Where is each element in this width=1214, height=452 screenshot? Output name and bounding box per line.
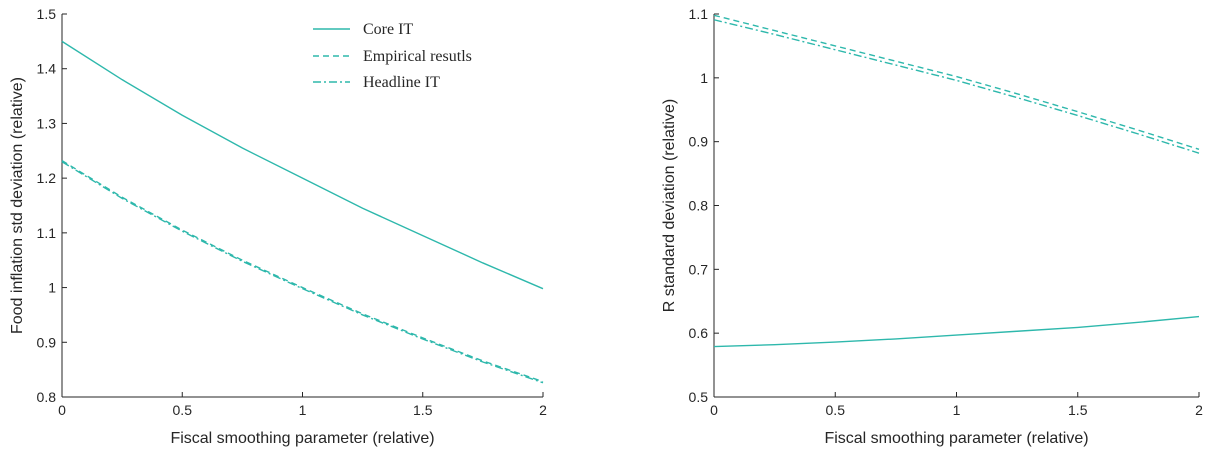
right-y-tick-label: 1.1 — [689, 6, 709, 22]
left-x-tick-label: 0 — [58, 402, 66, 418]
left-x-tick-label: 2 — [539, 402, 547, 418]
left-y-tick-label: 1.3 — [37, 115, 57, 131]
left-y-tick-label: 1 — [48, 280, 56, 296]
left-series-core-it — [61, 40, 544, 290]
left-chart: 0 0.5 1 1.5 2 0.8 0.9 1 1.1 1.2 1.3 1.4 1.5 Fiscal sm… — [9, 6, 547, 447]
right-x-tick-label: 1.5 — [1068, 402, 1088, 418]
left-y-tick-label: 1.4 — [37, 61, 57, 77]
right-y-tick-label: 0.5 — [689, 389, 709, 405]
left-x-tick-label: 1 — [299, 402, 307, 418]
left-y-axis-label: Food inflation std deviation (relative) — [9, 77, 26, 334]
right-series-core-it — [713, 315, 1200, 348]
legend: Core IT Empirical resutls Headline IT — [313, 21, 472, 91]
right-y-tick-label: 1 — [700, 70, 708, 86]
left-y-tick-label: 1.5 — [37, 6, 57, 22]
left-series-headline-it — [61, 161, 544, 384]
right-x-tick-label: 2 — [1195, 402, 1203, 418]
right-series-empirical-resutls — [713, 14, 1200, 150]
left-y-tick-label: 0.9 — [37, 334, 57, 350]
left-x-axis-label: Fiscal smoothing parameter (relative) — [170, 430, 434, 447]
right-x-axis-label: Fiscal smoothing parameter (relative) — [824, 430, 1088, 447]
legend-entry-label: Core IT — [363, 21, 413, 38]
legend-entry-label: Empirical resutls — [363, 48, 472, 65]
left-y-tick-label: 1.2 — [37, 170, 57, 186]
left-y-tick-label: 1.1 — [37, 225, 57, 241]
right-series-headline-it — [713, 19, 1200, 154]
right-x-tick-label: 0 — [710, 402, 718, 418]
left-x-tick-label: 1.5 — [413, 402, 433, 418]
right-x-tick-label: 0.5 — [826, 402, 846, 418]
right-y-tick-label: 0.6 — [689, 325, 709, 341]
right-y-tick-label: 0.9 — [689, 134, 709, 150]
right-y-tick-label: 0.7 — [689, 261, 709, 277]
right-y-axis-label: R standard deviation (relative) — [661, 99, 678, 312]
left-series-empirical-resutls — [61, 160, 544, 383]
right-x-tick-label: 1 — [953, 402, 961, 418]
left-x-tick-label: 0.5 — [173, 402, 193, 418]
legend-entry-label: Headline IT — [363, 74, 440, 91]
right-y-tick-label: 0.8 — [689, 198, 709, 214]
left-y-tick-label: 0.8 — [37, 389, 57, 405]
